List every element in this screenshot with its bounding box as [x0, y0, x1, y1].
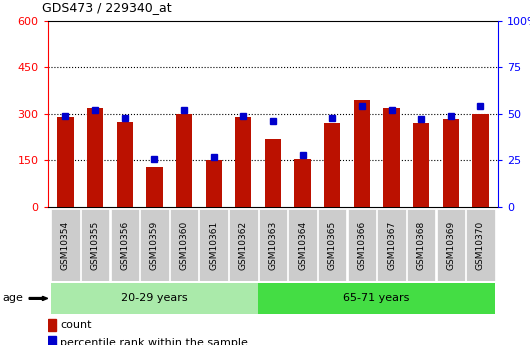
- Text: GSM10366: GSM10366: [357, 220, 366, 269]
- FancyBboxPatch shape: [437, 209, 465, 281]
- FancyBboxPatch shape: [51, 209, 80, 281]
- FancyBboxPatch shape: [111, 209, 139, 281]
- Bar: [413, 123, 429, 207]
- Bar: [146, 167, 163, 207]
- FancyBboxPatch shape: [199, 209, 228, 281]
- Bar: [354, 100, 370, 207]
- Text: GSM10355: GSM10355: [91, 220, 100, 269]
- Bar: [443, 119, 459, 207]
- FancyBboxPatch shape: [140, 209, 169, 281]
- Bar: [48, 319, 56, 331]
- Text: GSM10367: GSM10367: [387, 220, 396, 269]
- Bar: [324, 123, 340, 207]
- Text: percentile rank within the sample: percentile rank within the sample: [60, 338, 248, 345]
- FancyBboxPatch shape: [258, 283, 495, 314]
- Text: GDS473 / 229340_at: GDS473 / 229340_at: [42, 1, 172, 14]
- Text: age: age: [3, 294, 23, 303]
- FancyBboxPatch shape: [466, 209, 494, 281]
- Text: GSM10360: GSM10360: [180, 220, 189, 269]
- Bar: [265, 139, 281, 207]
- Bar: [57, 117, 74, 207]
- Text: GSM10359: GSM10359: [150, 220, 159, 269]
- Bar: [383, 108, 400, 207]
- Bar: [48, 336, 56, 345]
- Text: GSM10369: GSM10369: [446, 220, 455, 269]
- Text: GSM10370: GSM10370: [476, 220, 485, 269]
- Bar: [206, 160, 222, 207]
- Text: GSM10361: GSM10361: [209, 220, 218, 269]
- Bar: [117, 121, 133, 207]
- Text: GSM10356: GSM10356: [120, 220, 129, 269]
- FancyBboxPatch shape: [407, 209, 435, 281]
- Bar: [472, 114, 489, 207]
- Bar: [87, 108, 103, 207]
- FancyBboxPatch shape: [377, 209, 406, 281]
- FancyBboxPatch shape: [259, 209, 287, 281]
- FancyBboxPatch shape: [229, 209, 258, 281]
- FancyBboxPatch shape: [288, 209, 317, 281]
- Text: GSM10354: GSM10354: [61, 220, 70, 269]
- FancyBboxPatch shape: [318, 209, 347, 281]
- FancyBboxPatch shape: [81, 209, 109, 281]
- Text: GSM10362: GSM10362: [239, 220, 248, 269]
- Text: 20-29 years: 20-29 years: [121, 294, 188, 303]
- Text: count: count: [60, 321, 92, 330]
- FancyBboxPatch shape: [170, 209, 198, 281]
- FancyBboxPatch shape: [348, 209, 376, 281]
- Text: GSM10368: GSM10368: [417, 220, 426, 269]
- FancyBboxPatch shape: [51, 283, 258, 314]
- Bar: [176, 114, 192, 207]
- Text: GSM10363: GSM10363: [269, 220, 277, 269]
- Text: GSM10365: GSM10365: [328, 220, 337, 269]
- Bar: [295, 159, 311, 207]
- Bar: [235, 117, 251, 207]
- Text: GSM10364: GSM10364: [298, 220, 307, 269]
- Text: 65-71 years: 65-71 years: [343, 294, 410, 303]
